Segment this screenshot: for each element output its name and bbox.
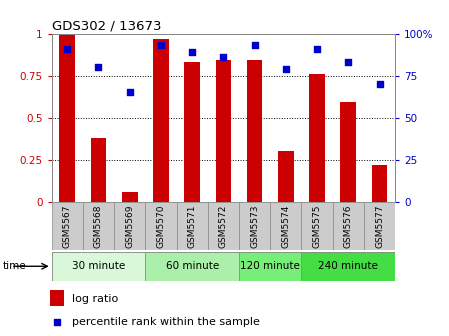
Bar (301, 202, 333, 250)
Text: GSM5569: GSM5569 (125, 204, 134, 248)
Point (189, 49, 196, 55)
Bar (278, 151, 294, 202)
Text: 240 minute: 240 minute (318, 261, 378, 271)
Bar (301, 252, 395, 281)
Bar (309, 74, 325, 202)
Point (251, 43, 258, 48)
Text: GSM5573: GSM5573 (250, 204, 259, 248)
Bar (153, 39, 169, 202)
Point (64, 46, 71, 51)
Text: GSM5567: GSM5567 (63, 204, 72, 248)
Bar (145, 202, 176, 250)
Text: GSM5577: GSM5577 (375, 204, 384, 248)
Bar (372, 165, 387, 202)
Bar (52, 252, 145, 281)
Bar (216, 60, 231, 202)
Text: 120 minute: 120 minute (240, 261, 300, 271)
Text: GSM5571: GSM5571 (188, 204, 197, 248)
Bar (333, 202, 364, 250)
Text: GSM5572: GSM5572 (219, 204, 228, 248)
Bar (239, 202, 270, 250)
Text: GDS302 / 13673: GDS302 / 13673 (52, 19, 161, 33)
Bar (247, 60, 262, 202)
Bar (364, 202, 395, 250)
Point (95, 65, 102, 70)
Point (126, 90, 133, 95)
Bar (91, 138, 106, 202)
Point (220, 54, 227, 60)
Bar (239, 252, 301, 281)
Bar (122, 192, 137, 202)
Text: time: time (2, 261, 26, 271)
Text: GSM5576: GSM5576 (344, 204, 353, 248)
Bar (208, 202, 239, 250)
Text: GSM5574: GSM5574 (282, 204, 291, 248)
Point (157, 43, 164, 48)
Bar (52, 202, 83, 250)
Text: GSM5570: GSM5570 (156, 204, 165, 248)
Bar (145, 252, 239, 281)
Text: 30 minute: 30 minute (72, 261, 125, 271)
Point (345, 59, 352, 65)
Bar (83, 202, 114, 250)
Text: 60 minute: 60 minute (166, 261, 219, 271)
Text: percentile rank within the sample: percentile rank within the sample (71, 317, 260, 327)
Bar (114, 202, 145, 250)
Text: GSM5568: GSM5568 (94, 204, 103, 248)
Point (53, 319, 60, 325)
Bar (185, 62, 200, 202)
Bar (176, 202, 208, 250)
Point (313, 46, 321, 51)
Point (376, 81, 383, 87)
Text: log ratio: log ratio (71, 294, 118, 303)
Point (282, 66, 290, 72)
Bar (270, 202, 301, 250)
Bar (340, 102, 356, 202)
Text: GSM5575: GSM5575 (313, 204, 321, 248)
Bar (59, 34, 75, 202)
Bar (50, 290, 64, 306)
